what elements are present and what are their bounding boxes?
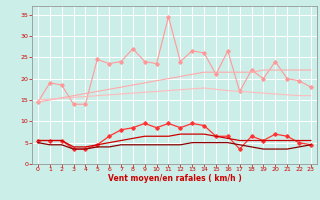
X-axis label: Vent moyen/en rafales ( km/h ): Vent moyen/en rafales ( km/h ) <box>108 174 241 183</box>
